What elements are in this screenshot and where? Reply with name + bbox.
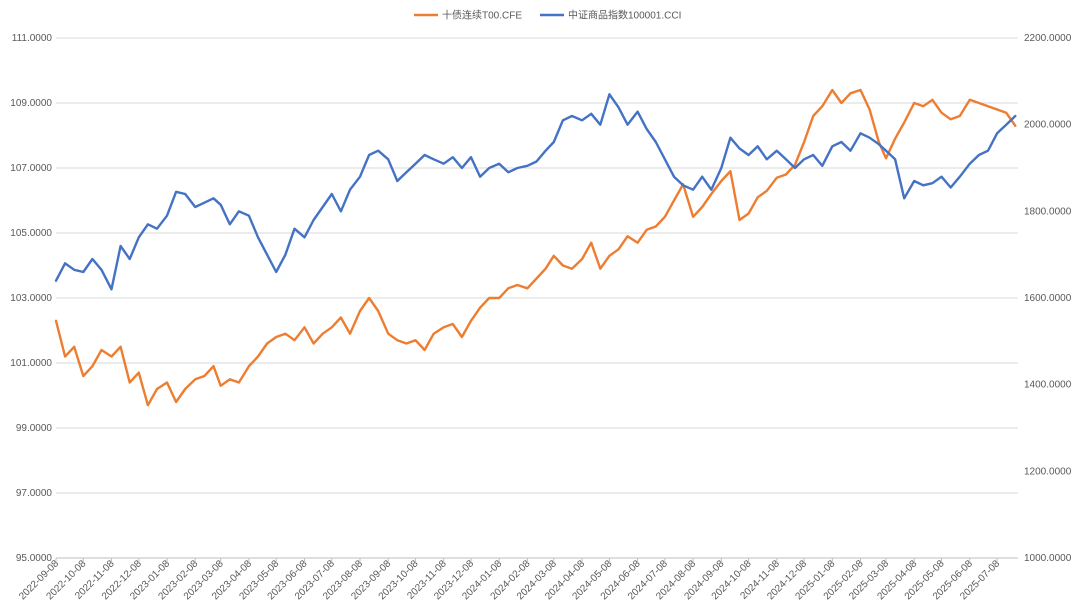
left-y-tick-label: 109.0000 — [10, 98, 52, 109]
left-y-tick-label: 103.0000 — [10, 293, 52, 304]
right-y-tick-label: 1400.0000 — [1024, 380, 1072, 391]
left-axis-ticks: 95.0000 97.0000 99.0000 101.0000 103.0000 105… — [10, 33, 52, 564]
series-layer — [54, 88, 1017, 407]
legend-label: 中证商品指数100001.CCI — [568, 9, 681, 22]
commodity-index-series-line — [54, 93, 1017, 291]
left-y-tick-label: 101.0000 — [10, 358, 52, 369]
left-y-tick-label: 99.0000 — [16, 423, 53, 434]
right-axis-ticks: 1000.0000 1200.0000 1400.0000 1600.0000 1800… — [1024, 33, 1072, 564]
legend-label: 十债连续T00.CFE — [442, 9, 522, 22]
left-y-tick-label: 107.0000 — [10, 163, 52, 174]
right-y-tick-label: 1000.0000 — [1024, 553, 1072, 564]
left-y-tick-label: 95.0000 — [16, 553, 53, 564]
left-y-tick-label: 105.0000 — [10, 228, 52, 239]
left-y-tick-label: 97.0000 — [16, 488, 53, 499]
legend: 十债连续T00.CFE 中证商品指数100001.CCI — [414, 9, 681, 22]
legend-entry: 中证商品指数100001.CCI — [540, 9, 681, 22]
legend-entry: 十债连续T00.CFE — [414, 9, 522, 22]
left-y-tick-label: 111.0000 — [12, 33, 53, 44]
right-y-tick-label: 1600.0000 — [1024, 293, 1072, 304]
right-y-tick-label: 1200.0000 — [1024, 466, 1072, 477]
right-y-tick-label: 2000.0000 — [1024, 120, 1072, 131]
right-y-tick-label: 2200.0000 — [1024, 33, 1072, 44]
bond-futures-series-line — [54, 88, 1017, 407]
x-axis-ticks: 2022-09-082022-10-082022-11-082022-12-08… — [17, 558, 1002, 602]
right-y-tick-label: 1800.0000 — [1024, 206, 1072, 217]
grid-layer — [56, 37, 1018, 559]
